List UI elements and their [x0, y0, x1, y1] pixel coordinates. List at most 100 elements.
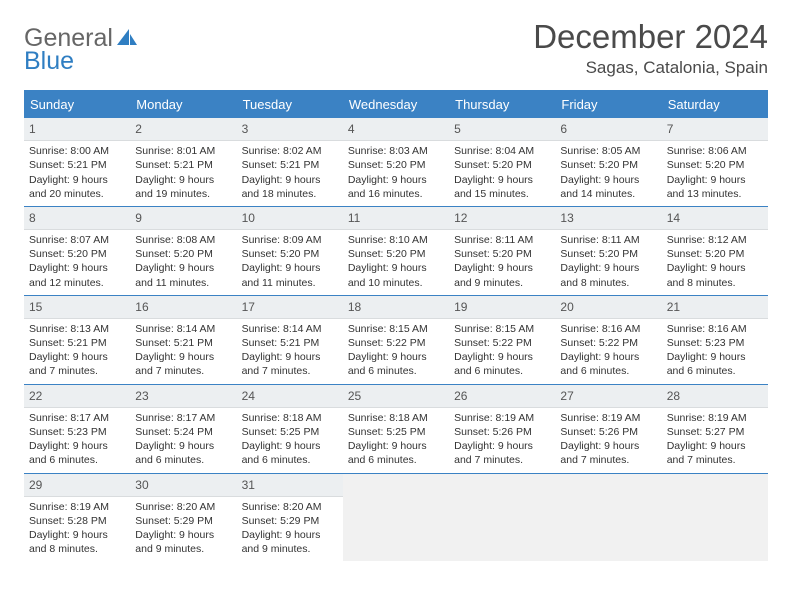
day-cell: 27Sunrise: 8:19 AMSunset: 5:26 PMDayligh… — [555, 385, 661, 473]
day-number: 26 — [449, 385, 555, 408]
day-number: 31 — [237, 474, 343, 497]
day-header-row: Sunday Monday Tuesday Wednesday Thursday… — [24, 92, 768, 118]
day2-text: and 9 minutes. — [135, 542, 231, 556]
day2-text: and 11 minutes. — [135, 276, 231, 290]
day-number: 20 — [555, 296, 661, 319]
sunset-text: Sunset: 5:20 PM — [560, 247, 656, 261]
day-number: 13 — [555, 207, 661, 230]
sunrise-text: Sunrise: 8:18 AM — [348, 411, 444, 425]
sunset-text: Sunset: 5:23 PM — [29, 425, 125, 439]
sunrise-text: Sunrise: 8:01 AM — [135, 144, 231, 158]
sunset-text: Sunset: 5:21 PM — [242, 158, 338, 172]
day-cell: 9Sunrise: 8:08 AMSunset: 5:20 PMDaylight… — [130, 207, 236, 295]
sunrise-text: Sunrise: 8:17 AM — [135, 411, 231, 425]
day2-text: and 6 minutes. — [454, 364, 550, 378]
day-number: 7 — [662, 118, 768, 141]
sunrise-text: Sunrise: 8:07 AM — [29, 233, 125, 247]
day-cell: 7Sunrise: 8:06 AMSunset: 5:20 PMDaylight… — [662, 118, 768, 206]
sunset-text: Sunset: 5:29 PM — [135, 514, 231, 528]
sunset-text: Sunset: 5:21 PM — [135, 158, 231, 172]
sunset-text: Sunset: 5:22 PM — [348, 336, 444, 350]
week-row: 29Sunrise: 8:19 AMSunset: 5:28 PMDayligh… — [24, 474, 768, 562]
day-cell: 13Sunrise: 8:11 AMSunset: 5:20 PMDayligh… — [555, 207, 661, 295]
day-cell: 12Sunrise: 8:11 AMSunset: 5:20 PMDayligh… — [449, 207, 555, 295]
sunrise-text: Sunrise: 8:18 AM — [242, 411, 338, 425]
sunset-text: Sunset: 5:26 PM — [454, 425, 550, 439]
day-number: 3 — [237, 118, 343, 141]
day-cell: 30Sunrise: 8:20 AMSunset: 5:29 PMDayligh… — [130, 474, 236, 562]
day-cell: 1Sunrise: 8:00 AMSunset: 5:21 PMDaylight… — [24, 118, 130, 206]
page-subtitle: Sagas, Catalonia, Spain — [533, 58, 768, 78]
week-row: 22Sunrise: 8:17 AMSunset: 5:23 PMDayligh… — [24, 385, 768, 474]
day1-text: Daylight: 9 hours — [29, 261, 125, 275]
sunset-text: Sunset: 5:20 PM — [29, 247, 125, 261]
day2-text: and 6 minutes. — [135, 453, 231, 467]
sunrise-text: Sunrise: 8:03 AM — [348, 144, 444, 158]
sunset-text: Sunset: 5:22 PM — [560, 336, 656, 350]
sunset-text: Sunset: 5:20 PM — [667, 247, 763, 261]
day2-text: and 11 minutes. — [242, 276, 338, 290]
day-number: 30 — [130, 474, 236, 497]
sunrise-text: Sunrise: 8:04 AM — [454, 144, 550, 158]
week-row: 8Sunrise: 8:07 AMSunset: 5:20 PMDaylight… — [24, 207, 768, 296]
sunrise-text: Sunrise: 8:13 AM — [29, 322, 125, 336]
day-cell: 11Sunrise: 8:10 AMSunset: 5:20 PMDayligh… — [343, 207, 449, 295]
day2-text: and 20 minutes. — [29, 187, 125, 201]
empty-cell — [662, 474, 768, 562]
day1-text: Daylight: 9 hours — [29, 439, 125, 453]
sunset-text: Sunset: 5:25 PM — [348, 425, 444, 439]
day-number: 6 — [555, 118, 661, 141]
sunrise-text: Sunrise: 8:19 AM — [667, 411, 763, 425]
day-number: 17 — [237, 296, 343, 319]
sunset-text: Sunset: 5:21 PM — [29, 336, 125, 350]
sunrise-text: Sunrise: 8:02 AM — [242, 144, 338, 158]
day1-text: Daylight: 9 hours — [135, 528, 231, 542]
day-number: 1 — [24, 118, 130, 141]
sunset-text: Sunset: 5:21 PM — [135, 336, 231, 350]
day-cell: 31Sunrise: 8:20 AMSunset: 5:29 PMDayligh… — [237, 474, 343, 562]
day-number: 22 — [24, 385, 130, 408]
day2-text: and 18 minutes. — [242, 187, 338, 201]
day-cell: 21Sunrise: 8:16 AMSunset: 5:23 PMDayligh… — [662, 296, 768, 384]
day-cell: 26Sunrise: 8:19 AMSunset: 5:26 PMDayligh… — [449, 385, 555, 473]
day-number: 27 — [555, 385, 661, 408]
sunset-text: Sunset: 5:29 PM — [242, 514, 338, 528]
day1-text: Daylight: 9 hours — [348, 439, 444, 453]
day2-text: and 6 minutes. — [242, 453, 338, 467]
day-cell: 5Sunrise: 8:04 AMSunset: 5:20 PMDaylight… — [449, 118, 555, 206]
day2-text: and 6 minutes. — [29, 453, 125, 467]
sunrise-text: Sunrise: 8:00 AM — [29, 144, 125, 158]
day-cell: 15Sunrise: 8:13 AMSunset: 5:21 PMDayligh… — [24, 296, 130, 384]
day2-text: and 7 minutes. — [667, 453, 763, 467]
sunrise-text: Sunrise: 8:19 AM — [29, 500, 125, 514]
sunset-text: Sunset: 5:25 PM — [242, 425, 338, 439]
sunset-text: Sunset: 5:21 PM — [29, 158, 125, 172]
day-cell: 2Sunrise: 8:01 AMSunset: 5:21 PMDaylight… — [130, 118, 236, 206]
logo: General Blue — [24, 24, 138, 76]
day2-text: and 16 minutes. — [348, 187, 444, 201]
sunrise-text: Sunrise: 8:09 AM — [242, 233, 338, 247]
sunrise-text: Sunrise: 8:16 AM — [560, 322, 656, 336]
sunrise-text: Sunrise: 8:16 AM — [667, 322, 763, 336]
day-cell: 16Sunrise: 8:14 AMSunset: 5:21 PMDayligh… — [130, 296, 236, 384]
sunset-text: Sunset: 5:20 PM — [242, 247, 338, 261]
day2-text: and 12 minutes. — [29, 276, 125, 290]
day1-text: Daylight: 9 hours — [135, 173, 231, 187]
day-number: 24 — [237, 385, 343, 408]
day1-text: Daylight: 9 hours — [667, 173, 763, 187]
day-number: 11 — [343, 207, 449, 230]
day1-text: Daylight: 9 hours — [454, 261, 550, 275]
day-header: Tuesday — [237, 92, 343, 118]
day-number: 5 — [449, 118, 555, 141]
sunrise-text: Sunrise: 8:14 AM — [242, 322, 338, 336]
day2-text: and 6 minutes. — [348, 364, 444, 378]
day-number: 28 — [662, 385, 768, 408]
empty-cell — [555, 474, 661, 562]
logo-text-block: General Blue — [24, 24, 138, 76]
day2-text: and 6 minutes. — [348, 453, 444, 467]
sunset-text: Sunset: 5:22 PM — [454, 336, 550, 350]
day1-text: Daylight: 9 hours — [454, 350, 550, 364]
sunset-text: Sunset: 5:24 PM — [135, 425, 231, 439]
day-cell: 17Sunrise: 8:14 AMSunset: 5:21 PMDayligh… — [237, 296, 343, 384]
day-number: 29 — [24, 474, 130, 497]
